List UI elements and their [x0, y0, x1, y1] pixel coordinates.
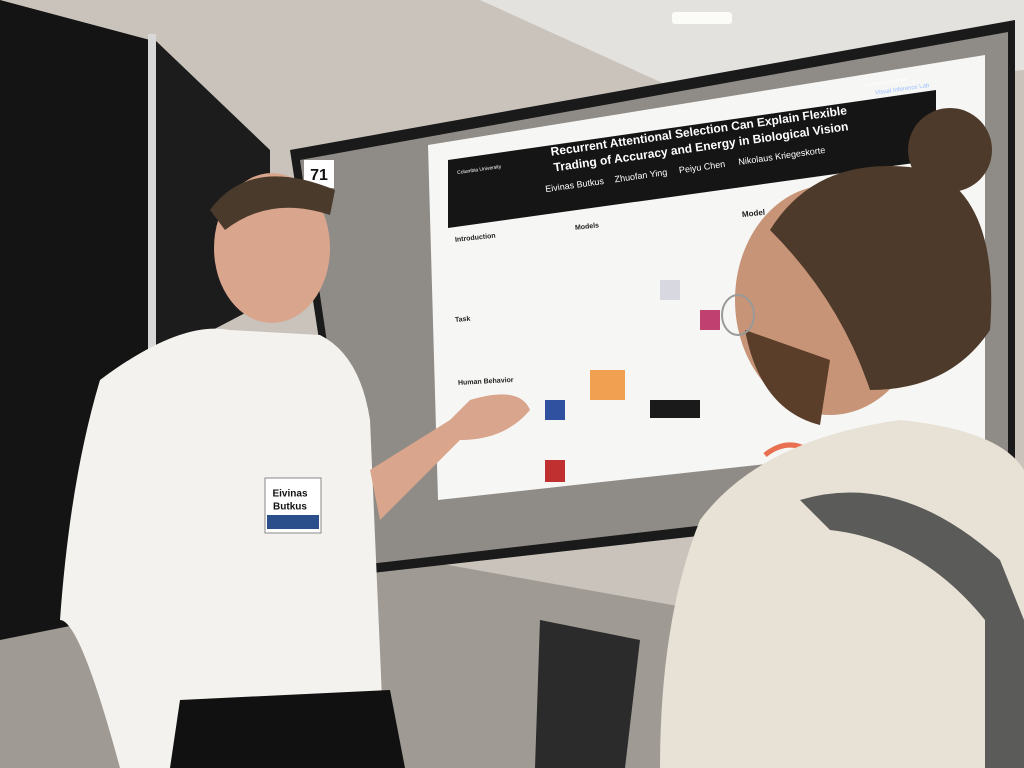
beard	[745, 330, 830, 425]
figure	[660, 280, 680, 300]
section-heading: Model	[741, 208, 765, 219]
background-person	[535, 620, 640, 768]
figure	[545, 460, 565, 482]
booth-number: 71	[310, 167, 328, 184]
poster-header	[448, 90, 936, 228]
badge-strip	[267, 515, 319, 529]
glasses	[721, 294, 755, 336]
figure	[650, 400, 700, 418]
pants-left	[170, 690, 405, 768]
ceiling-light	[672, 12, 732, 24]
backpack-strap	[800, 492, 1024, 768]
badge-last-name: Butkus	[273, 502, 307, 513]
section-heading: Task	[455, 316, 471, 324]
figure	[700, 310, 720, 330]
section-heading: Human Behavior	[458, 377, 514, 387]
tshirt-right	[660, 420, 1024, 768]
figure	[590, 370, 625, 400]
curtain-pole	[148, 34, 156, 354]
shirt-left	[60, 328, 385, 768]
badge-first-name: Eivinas	[272, 489, 307, 500]
hair-bun	[908, 108, 992, 192]
section-heading: Introduction	[455, 233, 496, 244]
hair-right	[770, 166, 992, 390]
section-heading: Models	[575, 222, 600, 231]
arm-left	[370, 394, 530, 520]
hair-left	[210, 176, 335, 230]
figure	[545, 400, 565, 420]
